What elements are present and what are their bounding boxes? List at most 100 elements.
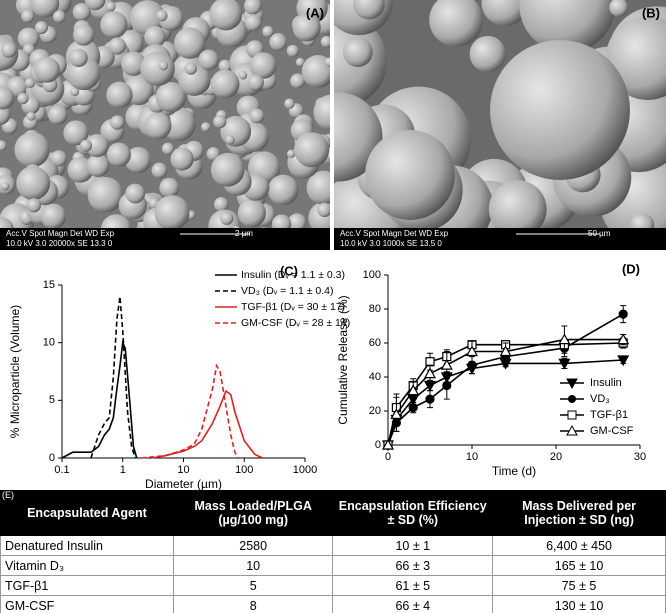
sphere [284,98,295,109]
table-cell: GM-CSF [0,595,174,613]
sphere [313,94,330,130]
sphere [320,36,330,48]
table-cell: 8 [172,595,334,613]
marker [442,380,452,391]
sphere [429,0,483,47]
sphere [210,69,240,99]
sphere [87,176,124,213]
sphere [106,142,131,167]
table-row: TGF-β1 5 61 ± 5 75 ± 5 [0,575,666,596]
sphere [121,51,146,76]
marker [617,355,630,367]
marker [467,360,477,370]
marker [407,384,420,396]
sphere [100,214,132,228]
sphere [100,10,128,39]
sphere [105,1,116,12]
scale-label: 2 µm [235,229,253,238]
sphere [488,180,547,228]
sphere [72,3,91,21]
sphere [34,21,48,35]
sphere [69,48,88,68]
x-tick-label: 1 [120,464,126,476]
table-body: Denatured Insulin 2580 10 ± 1 6,400 ± 450 Vi… [0,535,666,613]
legend-label: Insulin (Dᵥ = 1.1 ± 0.3) [241,269,345,281]
sphere [249,52,277,79]
x-tick-label: 10 [466,451,478,463]
figure-panels: Acc.V Spot Magn Det WD Exp 10.0 kV 3.0 2… [0,0,666,491]
sphere [247,74,264,91]
marker [440,358,453,370]
marker [558,333,571,345]
panel-label: (E) [2,490,14,500]
sphere [154,195,190,228]
sem-spheres [0,0,330,228]
sphere [1,42,17,58]
sem-info: Acc.V Spot Magn Det WD Exp [340,229,449,238]
table-header: Encapsulated Agent Mass Loaded/PLGA (µg/1… [0,490,666,536]
sphere [469,35,506,73]
marker [390,408,403,419]
sphere [243,0,262,15]
sem-info: 10.0 kV 3.0 20000x SE 13.3 0 [6,239,113,248]
sphere [144,26,166,48]
sphere [0,86,15,110]
marker [381,438,395,450]
sphere [24,77,36,89]
sphere [79,139,92,152]
sphere [26,198,42,213]
y-tick-label: 40 [369,371,381,383]
x-tick-label: 30 [634,451,646,463]
sphere [353,0,385,20]
sphere [292,13,321,42]
sphere [110,115,125,130]
x-axis-title: Diameter (µm) [145,477,222,490]
sphere [244,14,262,31]
sphere [324,57,330,68]
sphere [210,152,245,187]
header-cell: Mass Loaded/PLGA (µg/100 mg) [172,490,334,536]
series-line [140,363,240,459]
header-cell: Encapsulation Efficiency ± SD (%) [332,490,494,536]
x-tick-label: 1000 [293,464,317,476]
marker [558,358,571,370]
sphere [262,25,274,38]
data-table: Encapsulated Agent Mass Loaded/PLGA (µg/1… [0,490,666,613]
legend-marker [567,410,577,420]
sphere [85,133,109,158]
sphere [261,227,267,228]
sphere [201,122,211,132]
sphere [209,0,243,31]
sphere [629,212,655,228]
sphere [30,0,60,18]
sphere [290,73,306,89]
sphere [174,27,206,59]
table-cell: Denatured Insulin [0,535,174,556]
sphere [17,92,29,105]
sphere [63,120,89,146]
legend-label: TGF-β1 (Dᵥ = 30 ± 17) [241,301,345,313]
sphere [0,140,7,151]
sphere [249,108,265,124]
header-cell: Mass Delivered per Injection ± SD (ng) [492,490,666,536]
sphere [161,142,174,155]
sphere [267,174,299,206]
sphere [33,56,60,83]
sphere [198,49,219,71]
sphere [155,81,187,113]
sphere [106,81,133,109]
sphere [14,131,50,168]
table-cell: 75 ± 5 [492,575,666,596]
sphere [220,211,234,225]
x-tick-label: 0 [385,451,391,463]
y-tick-label: 15 [43,279,55,291]
sphere [158,61,169,71]
sphere [269,33,287,51]
legend-label: VD₃ [590,393,610,405]
y-tick-label: 0 [49,452,55,464]
legend-label: GM-CSF [590,425,634,437]
sphere [286,149,296,158]
sphere [72,24,95,46]
sphere [21,9,35,23]
